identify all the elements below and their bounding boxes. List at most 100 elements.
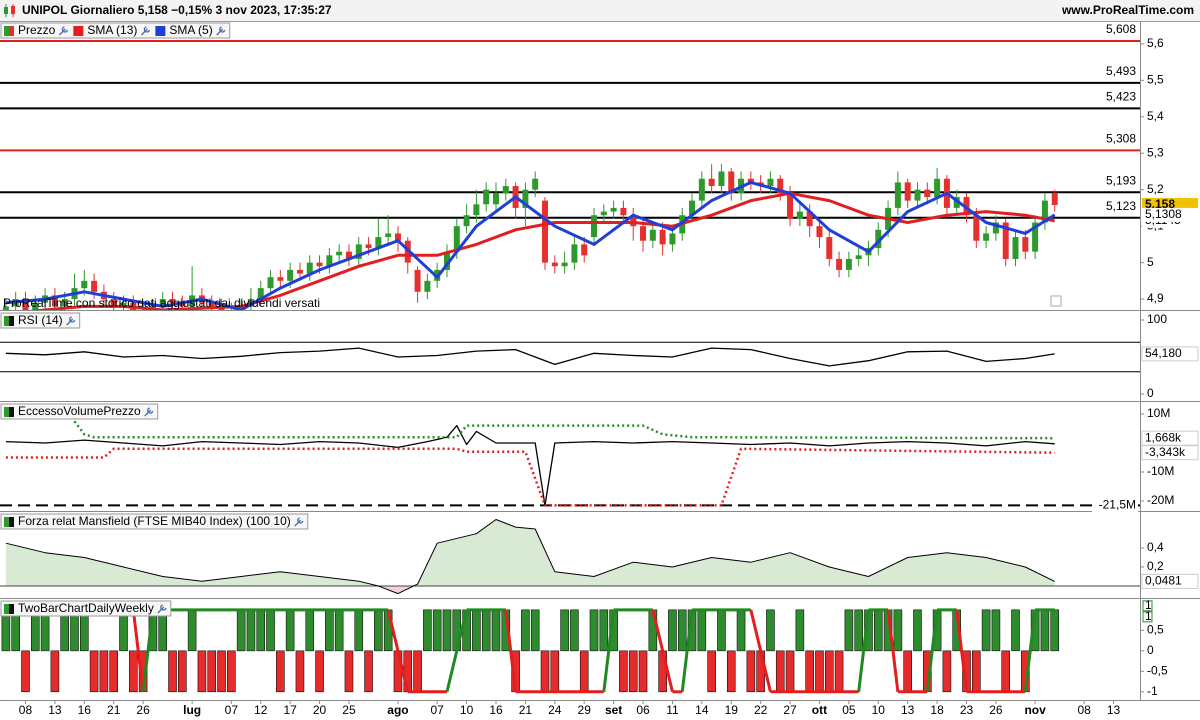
bar — [334, 609, 344, 652]
last-value-label: 1 — [1145, 598, 1152, 612]
candle-body — [1012, 237, 1019, 259]
bar — [285, 609, 295, 652]
legend-settings-icon — [140, 26, 151, 36]
bar — [530, 609, 540, 652]
candle-body — [1041, 200, 1048, 223]
step-segment — [955, 609, 968, 692]
series-line — [5, 347, 1055, 367]
bar — [795, 609, 805, 652]
bar — [50, 650, 60, 693]
candle-body — [375, 237, 382, 249]
legend-swatch — [4, 26, 9, 36]
header-title: UNIPOL Giornaliero 5,158 −0,15% 3 nov 20… — [22, 3, 332, 17]
candle-body — [767, 178, 774, 187]
level-label: 5,308 — [1106, 131, 1136, 145]
candle-body — [453, 226, 460, 252]
candle-body — [91, 280, 98, 292]
step-segment — [602, 609, 616, 692]
candle-body — [169, 299, 176, 303]
candle-body — [571, 244, 578, 263]
bar — [677, 609, 687, 652]
candle-body — [1051, 193, 1058, 206]
candle-body — [443, 251, 450, 270]
header-site[interactable]: www.ProRealTime.com — [1061, 3, 1194, 17]
y-tick-label: 5,2 — [1147, 182, 1164, 196]
candle-body — [796, 211, 803, 219]
legend: TwoBarChartDailyWeekly — [0, 600, 172, 617]
candle-body — [600, 211, 607, 216]
candle-body — [610, 207, 617, 212]
bar — [1001, 650, 1011, 693]
chart-note: ProRealTime con storico dati aggiustati … — [3, 296, 320, 310]
step-segment — [131, 609, 145, 692]
bar — [766, 609, 775, 652]
x-tick-label: 21 — [519, 703, 533, 717]
bar — [491, 609, 501, 652]
candle-body — [267, 277, 274, 289]
legend-settings-icon — [157, 604, 167, 614]
last-value-tag — [1142, 207, 1198, 222]
legend-settings-icon — [58, 26, 69, 36]
x-tick-label: 23 — [960, 703, 974, 717]
y-tick-label: 0,2 — [1147, 559, 1164, 573]
bar — [178, 650, 187, 693]
legend-label: Prezzo — [18, 23, 56, 37]
bar — [315, 650, 324, 693]
bar — [736, 609, 746, 652]
x-tick-label: 08 — [1077, 703, 1091, 717]
x-tick-label: 17 — [283, 703, 297, 717]
bar — [746, 650, 756, 693]
bar — [276, 650, 285, 693]
candle-body — [914, 189, 921, 201]
x-tick-label: 07 — [225, 703, 239, 717]
panel-overlay: 10M-10M-20M-21,5M-271,5631,668k-3,343kEc… — [0, 403, 1199, 513]
x-tick-label: ott — [812, 703, 827, 717]
candle-body — [336, 251, 343, 256]
bar — [638, 650, 648, 693]
candle-body — [620, 207, 627, 216]
level-label: 5,423 — [1106, 90, 1136, 104]
bar — [256, 609, 266, 652]
panel-overlay: 100 0 54,180 RSI (14) — [0, 312, 1199, 400]
step-segment — [886, 609, 900, 692]
last-value-label: -3,343k — [1145, 445, 1186, 459]
x-tick-label: 24 — [548, 703, 562, 717]
legend-swatch — [4, 604, 9, 614]
bar — [295, 650, 305, 693]
legend-swatch — [9, 604, 14, 614]
bar — [1011, 609, 1020, 652]
header-bar — [0, 0, 1200, 21]
y-tick-label: 5 — [1147, 255, 1154, 269]
x-tick-label: 10 — [460, 703, 474, 717]
candle-body — [747, 178, 754, 183]
bar — [99, 650, 109, 693]
candle-body — [424, 280, 431, 292]
legend-swatch — [4, 407, 9, 417]
legend-label: SMA (5) — [169, 23, 212, 37]
bar — [325, 609, 334, 652]
candle-body — [81, 280, 88, 289]
x-tick-label: 14 — [695, 703, 709, 717]
bar — [1040, 609, 1050, 652]
legend-label: RSI (14) — [18, 313, 63, 327]
level-label: 5,123 — [1106, 199, 1136, 213]
bar — [246, 609, 256, 652]
legend-box — [0, 513, 309, 530]
panel-overlay: 4,955,15,25,35,45,55,65,6085,4935,4235,3… — [0, 22, 1198, 310]
candle-body — [630, 215, 637, 227]
candle-body — [326, 255, 333, 267]
x-tick-label: lug — [183, 703, 201, 717]
bar — [873, 609, 883, 652]
x-tick-label: 25 — [342, 703, 356, 717]
candle-body — [855, 255, 862, 259]
panel — [0, 420, 1140, 507]
step-segment — [925, 609, 939, 692]
x-tick-label: 29 — [578, 703, 592, 717]
bar — [354, 609, 364, 652]
bar — [815, 650, 824, 693]
candle-body — [1002, 222, 1009, 259]
candle-body — [894, 182, 901, 208]
bar — [805, 650, 814, 693]
y-tick-label: 4,9 — [1147, 291, 1164, 305]
x-tick-label: nov — [1024, 703, 1046, 717]
